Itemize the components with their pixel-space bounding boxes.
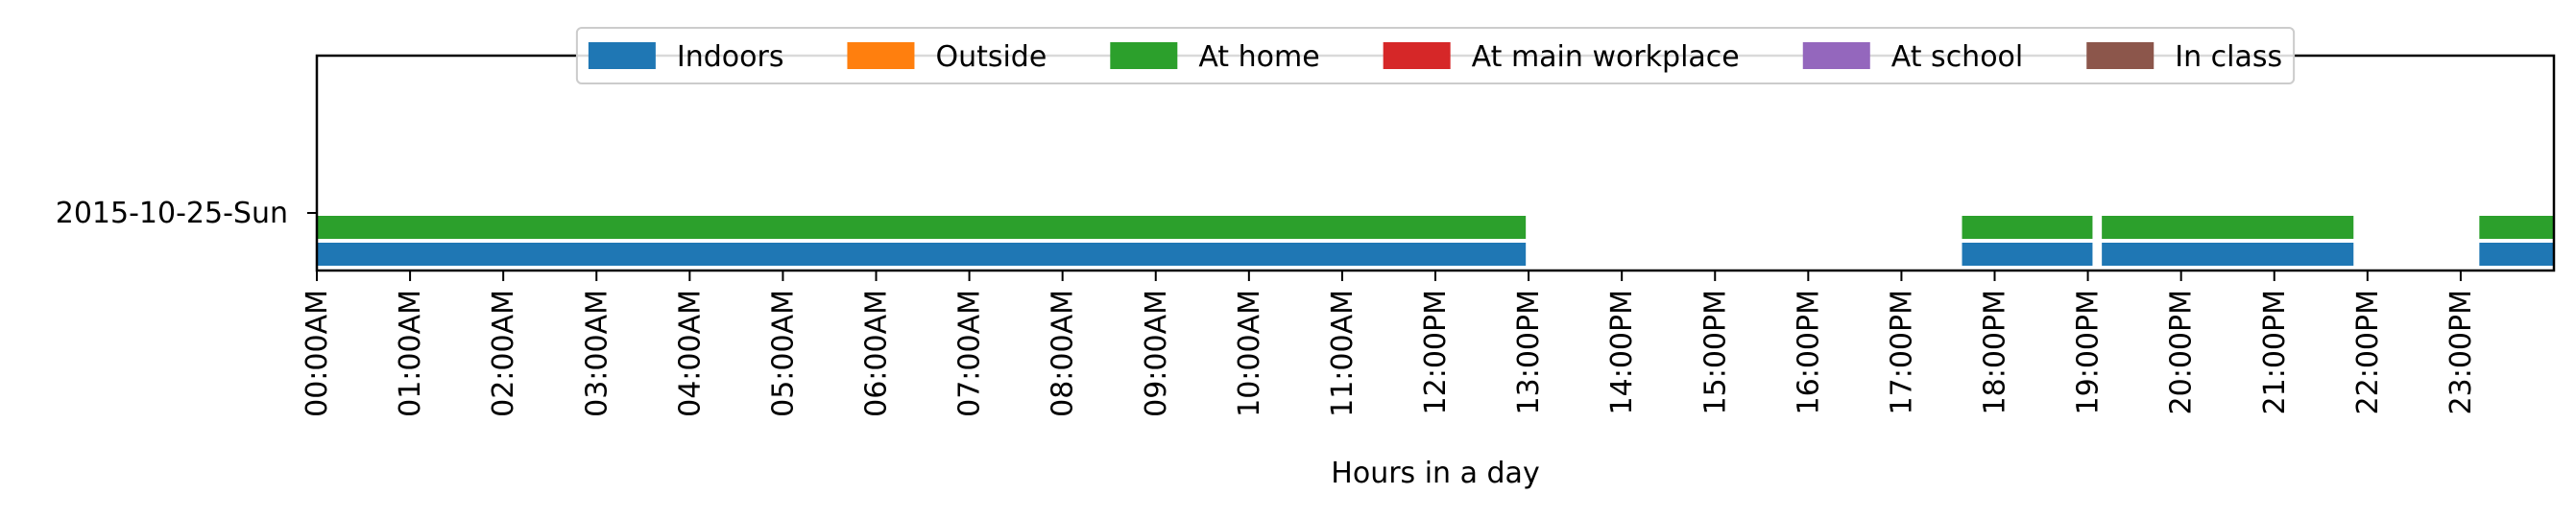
x-tick-label: 19:00PM bbox=[2072, 290, 2106, 414]
x-tick-label: 12:00PM bbox=[1419, 290, 1453, 414]
x-tick-label: 15:00PM bbox=[1698, 290, 1732, 414]
legend-swatch bbox=[1802, 42, 1870, 69]
legend-swatch bbox=[1110, 42, 1178, 69]
bar-indoors-3 bbox=[2479, 243, 2554, 266]
legend-label: Indoors bbox=[677, 40, 784, 74]
x-tick-label: 00:00AM bbox=[301, 290, 334, 417]
legend-swatch bbox=[588, 42, 656, 69]
legend-swatch bbox=[1383, 42, 1451, 69]
x-tick-label: 20:00PM bbox=[2165, 290, 2199, 414]
legend-label: At main workplace bbox=[1472, 40, 1740, 74]
bar-indoors-0 bbox=[317, 243, 1527, 266]
y-tick-label: 2015-10-25-Sun bbox=[56, 197, 288, 230]
x-tick-label: 03:00AM bbox=[580, 290, 614, 417]
x-tick-label: 08:00AM bbox=[1047, 290, 1080, 417]
y-axis: 2015-10-25-Sun bbox=[56, 197, 317, 230]
x-tick-label: 17:00PM bbox=[1885, 290, 1918, 414]
legend-label: In class bbox=[2175, 40, 2282, 74]
bar-indoors-2 bbox=[2102, 243, 2354, 266]
bar-at-home-2 bbox=[2102, 216, 2354, 239]
x-tick-label: 11:00AM bbox=[1326, 290, 1360, 417]
legend-swatch bbox=[847, 42, 915, 69]
bars-layer bbox=[317, 216, 2554, 266]
bar-indoors-1 bbox=[1962, 243, 2093, 266]
x-tick-label: 10:00AM bbox=[1233, 290, 1266, 417]
x-tick-label: 01:00AM bbox=[394, 290, 427, 417]
legend-swatch bbox=[2086, 42, 2155, 69]
bar-at-home-0 bbox=[317, 216, 1527, 239]
x-tick-label: 22:00PM bbox=[2351, 290, 2385, 414]
x-tick-label: 13:00PM bbox=[1512, 290, 1546, 414]
legend-label: At home bbox=[1198, 40, 1319, 74]
x-tick-label: 18:00PM bbox=[1979, 290, 2012, 414]
x-tick-label: 07:00AM bbox=[953, 290, 987, 417]
legend-label: Outside bbox=[935, 40, 1047, 74]
x-tick-label: 04:00AM bbox=[673, 290, 707, 417]
x-tick-label: 23:00PM bbox=[2444, 290, 2478, 414]
bar-at-home-3 bbox=[2479, 216, 2554, 239]
legend: Indoors Outside At home At main workplace At… bbox=[575, 27, 2296, 84]
x-axis-label: Hours in a day bbox=[1331, 457, 1539, 490]
x-axis: 00:00AM 01:00AM 02:00AM 03:00AM 04:00AM 05:00… bbox=[301, 271, 2478, 417]
x-tick-label: 21:00PM bbox=[2258, 290, 2292, 414]
x-tick-label: 06:00AM bbox=[860, 290, 894, 417]
x-tick-label: 14:00PM bbox=[1605, 290, 1639, 414]
x-tick-label: 05:00AM bbox=[766, 290, 800, 417]
x-tick-label: 09:00AM bbox=[1140, 290, 1173, 417]
bar-at-home-1 bbox=[1962, 216, 2093, 239]
legend-label: At school bbox=[1891, 40, 2023, 74]
x-tick-label: 16:00PM bbox=[1792, 290, 1825, 414]
x-tick-label: 02:00AM bbox=[487, 290, 520, 417]
